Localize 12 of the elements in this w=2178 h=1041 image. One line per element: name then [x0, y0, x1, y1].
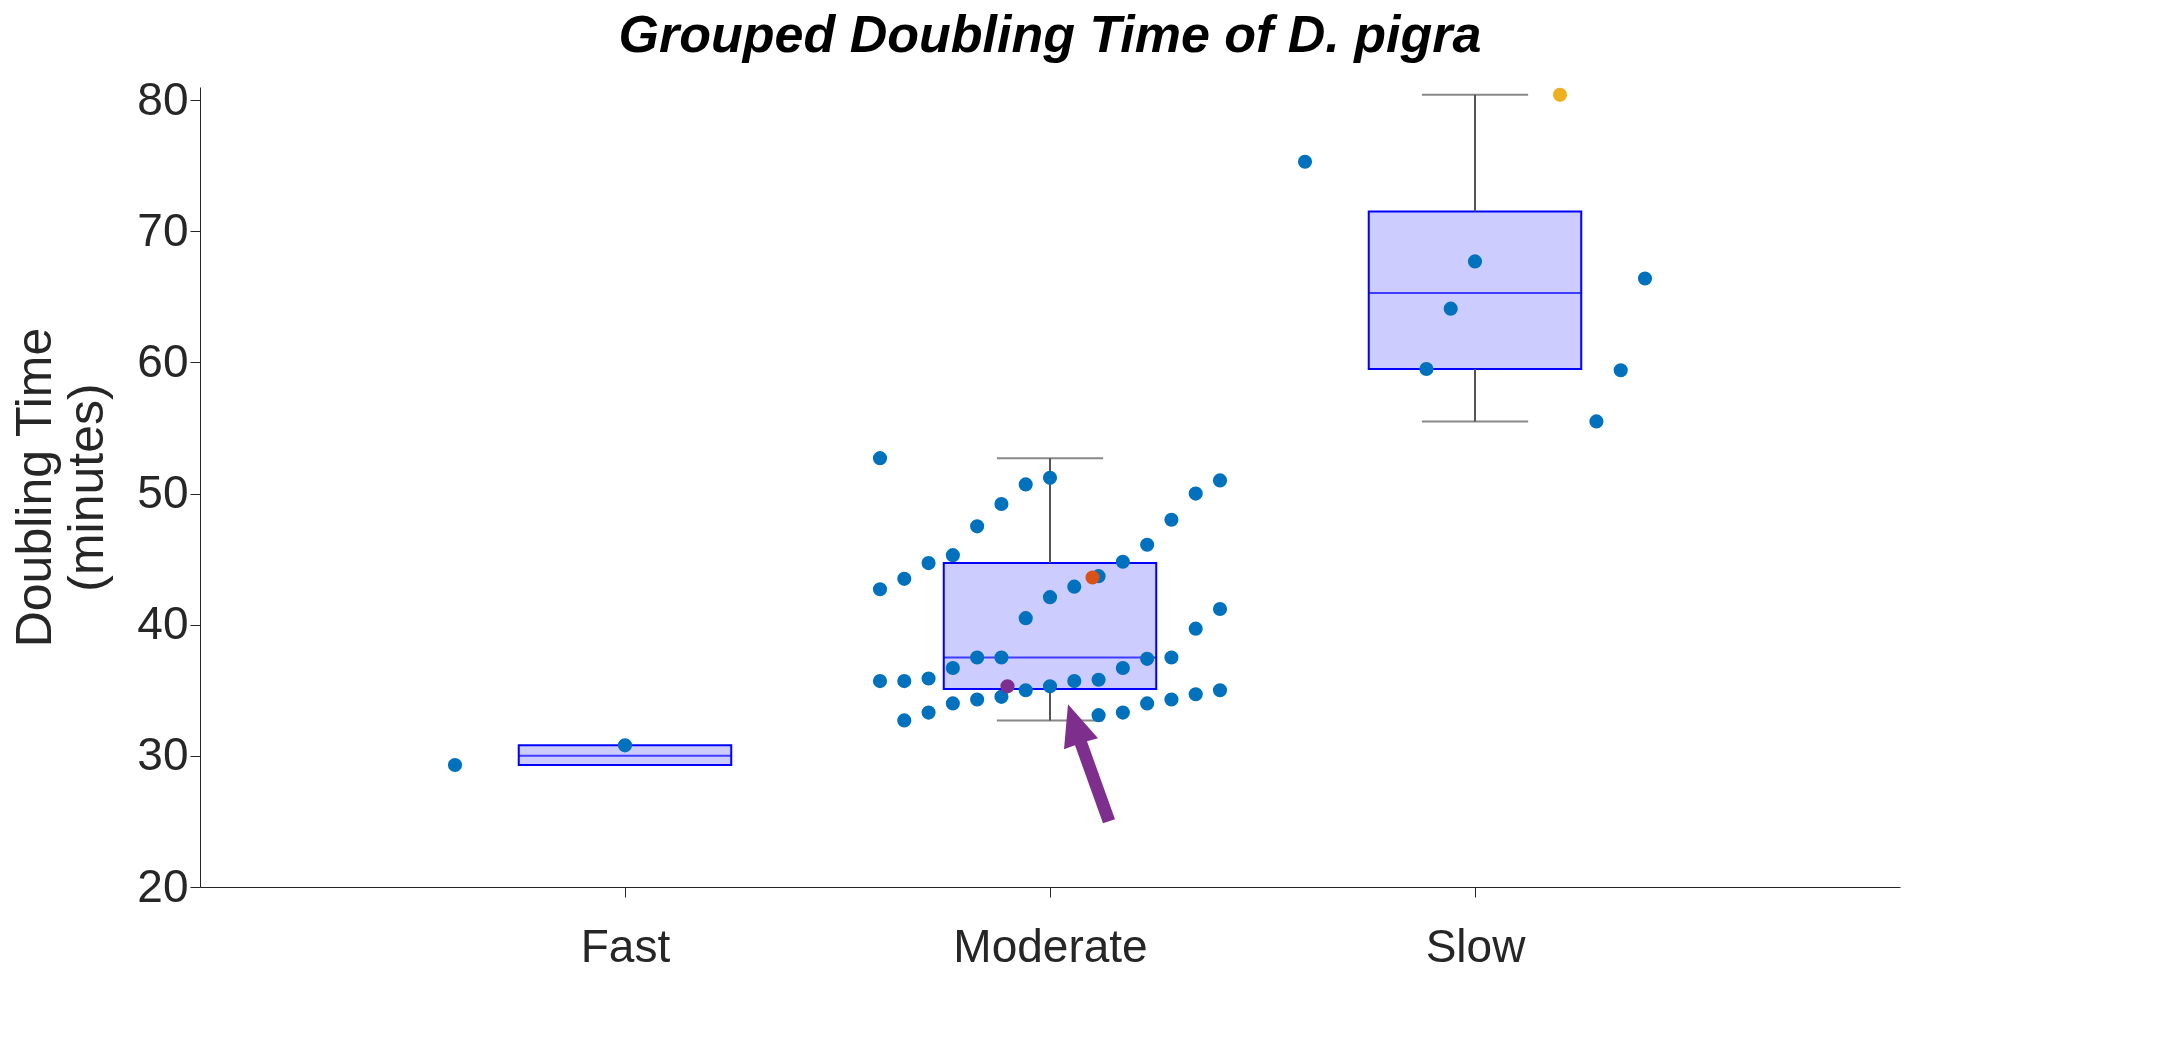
x-tick-label: Slow	[1425, 919, 1527, 972]
y-tick-label: 70	[137, 203, 189, 256]
y-tick-label: 20	[137, 859, 189, 912]
y-tick-label: 60	[137, 334, 189, 387]
y-tick-label: 50	[137, 466, 189, 519]
x-tick-label: Fast	[580, 919, 671, 972]
y-tick-label: 40	[137, 597, 189, 650]
y-axis-title: Doubling Time (minutes)	[6, 327, 115, 648]
chart-title: Grouped Doubling Time of D. pigra	[618, 5, 1482, 64]
y-tick-label: 80	[137, 72, 189, 125]
x-tick-label: Moderate	[953, 919, 1148, 972]
y-tick-label: 30	[137, 728, 189, 781]
